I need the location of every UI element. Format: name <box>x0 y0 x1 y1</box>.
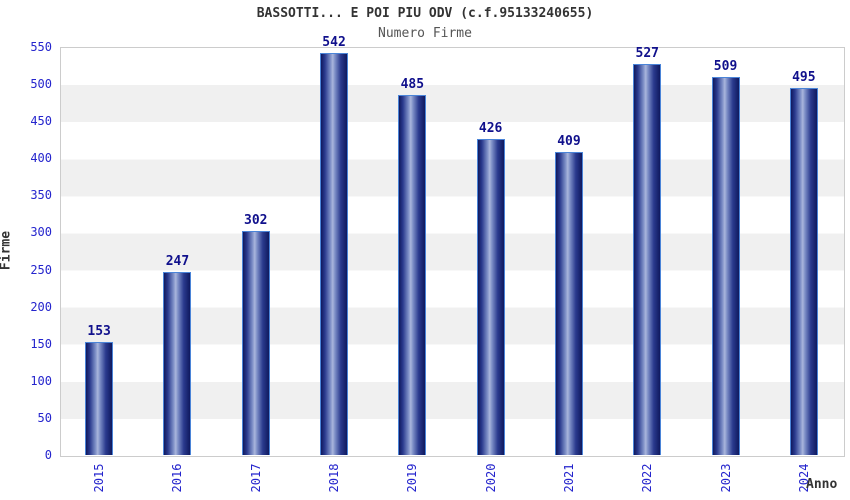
bar-value-label: 302 <box>244 212 268 228</box>
bar <box>476 138 505 455</box>
x-tick-label: 2017 <box>248 463 263 493</box>
y-tick-label: 200 <box>30 299 52 314</box>
y-tick-label: 300 <box>30 225 52 240</box>
y-tick-label: 450 <box>30 114 52 129</box>
y-tick-label: 400 <box>30 151 52 166</box>
x-tick-label: 2021 <box>561 463 576 493</box>
bar-value-label: 247 <box>165 253 190 269</box>
x-tick-label: 2023 <box>718 463 733 493</box>
y-tick-label: 0 <box>44 448 52 462</box>
x-tick-label: 2022 <box>640 463 655 493</box>
bar-value-label: 426 <box>478 120 503 136</box>
x-tick-label: 2018 <box>327 463 342 493</box>
bar-value-label: 495 <box>792 69 816 85</box>
y-tick-label: 100 <box>30 373 52 388</box>
bar-value-label: 542 <box>322 34 346 50</box>
bar <box>789 87 818 455</box>
y-tick-label: 250 <box>30 262 52 277</box>
bar-value-label: 409 <box>557 133 581 149</box>
x-axis-title: Anno <box>806 477 838 492</box>
bar-value-label: 527 <box>635 46 659 62</box>
bar <box>163 271 192 455</box>
y-tick-label: 150 <box>30 336 52 351</box>
y-tick-label: 50 <box>37 410 52 425</box>
x-tick-label: 2020 <box>483 463 498 493</box>
bar <box>398 95 427 455</box>
bar <box>554 151 583 455</box>
bar <box>633 64 662 455</box>
bar <box>241 230 270 455</box>
bar-value-label: 485 <box>400 77 425 93</box>
x-tick-label: 2019 <box>405 463 420 493</box>
bar-value-label: 153 <box>87 323 111 339</box>
x-tick-label: 2015 <box>92 463 107 493</box>
y-tick-label: 500 <box>30 77 52 92</box>
bar <box>85 341 114 455</box>
bar-value-label: 509 <box>713 59 738 75</box>
bar <box>711 77 740 455</box>
y-axis-title: Firme <box>0 230 14 271</box>
y-tick-label: 550 <box>30 40 52 54</box>
chart-subtitle: Numero Firme <box>378 26 472 41</box>
bar <box>320 52 349 455</box>
x-tick-label: 2016 <box>170 463 185 493</box>
y-tick-label: 350 <box>30 188 52 203</box>
chart-title: BASSOTTI... E POI PIU ODV (c.f.951332406… <box>256 6 594 21</box>
